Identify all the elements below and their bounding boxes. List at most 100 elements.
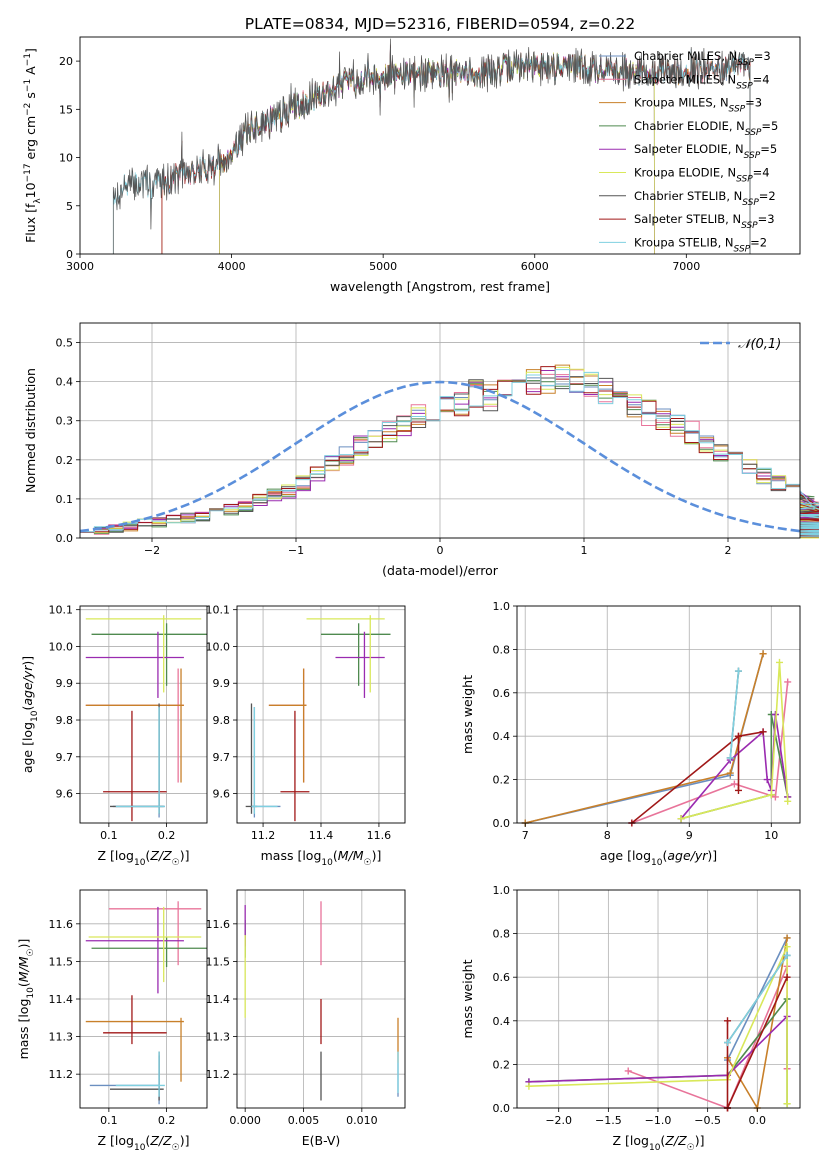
weight-line	[631, 731, 764, 824]
histogram-step	[80, 376, 819, 538]
x-tick-label: 0.2	[158, 1114, 176, 1127]
label-part: =5	[761, 119, 778, 133]
y-tick-label: 0.6	[493, 687, 511, 700]
x-tick-label: 3000	[66, 260, 94, 273]
weight-marker	[775, 658, 783, 666]
label-part: λ	[33, 198, 43, 204]
label-part: )]	[372, 848, 382, 863]
label-part: 10	[30, 710, 40, 722]
label-part: 10	[134, 1143, 146, 1153]
label-part: =2	[750, 235, 767, 249]
x-tick-label: 7000	[672, 260, 700, 273]
y-tick-label: 10.0	[49, 640, 74, 653]
weight-marker	[730, 780, 738, 788]
label-part: =5	[760, 142, 777, 156]
weight-line	[726, 954, 788, 1044]
weight-line	[525, 653, 764, 824]
label-part: 10	[649, 1143, 661, 1153]
weight-marker	[783, 951, 791, 959]
weight-line	[631, 681, 789, 824]
y-tick-label: 9.6	[213, 788, 231, 801]
x-tick-label: 10	[764, 829, 778, 842]
weight-marker	[767, 791, 775, 799]
x-tick-label: −1.5	[595, 1114, 622, 1127]
legend-label: Chabrier STELIB, NSSP=2	[634, 189, 776, 208]
label-part: (	[660, 1133, 665, 1148]
label-part: Chabrier MILES, N	[634, 49, 737, 63]
label-part: )]	[707, 848, 717, 863]
y-tick-label: 0.2	[493, 1058, 511, 1071]
weight-marker	[734, 667, 742, 675]
label-part: SSP	[737, 58, 754, 68]
weight-marker	[784, 678, 792, 686]
label-part: =4	[753, 166, 770, 180]
y-tick-label: 0.0	[493, 1102, 511, 1115]
label-part: SSP	[742, 198, 759, 208]
legend-label: Kroupa MILES, NSSP=3	[634, 96, 762, 115]
label-part: Chabrier ELODIE, N	[634, 119, 745, 133]
label-part: =3	[754, 49, 771, 63]
y-tick-label: 10.1	[206, 604, 231, 617]
label-part: A	[23, 66, 38, 79]
y-axis-label: age [log10(age/yr)]	[20, 656, 40, 773]
label-part: mass weight	[460, 675, 475, 754]
label-part: −1	[23, 79, 33, 92]
weight-marker	[734, 732, 742, 740]
label-part: Z/Z	[664, 1133, 687, 1148]
label-part: )]	[180, 848, 190, 863]
y-tick-label: 9.6	[56, 788, 74, 801]
weight-line	[680, 662, 789, 820]
y-axis-label: mass [log10(M/M☉)]	[16, 939, 36, 1060]
x-tick-label: 4000	[218, 260, 246, 273]
weight-marker	[783, 1100, 791, 1108]
label-part: 10	[134, 858, 146, 868]
y-tick-label: 20	[59, 55, 73, 68]
y-tick-label: 11.5	[206, 955, 231, 968]
y-tick-label: 9.8	[213, 714, 231, 727]
axes-residuals: −2 −1 0 1 2 0.0 0.1 0.2 0.3 0.4 0.5 (data-model)/er…	[23, 322, 819, 578]
x-tick-label: 11.6	[367, 829, 392, 842]
label-part: )]	[180, 1133, 190, 1148]
figure-title: PLATE=0834, MJD=52316, FIBERID=0594, z=0…	[245, 15, 635, 33]
label-part: )]	[695, 1133, 705, 1148]
axes-mass_weight_vs_Z: −2.0 −1.5 −1.0 −0.5 0.0 0.0 0.2 0.4 0.6 0.8 1.0 Z […	[460, 884, 801, 1153]
y-axis-label: Normed distribution	[23, 368, 38, 493]
label-part: erg cm	[23, 116, 38, 164]
weight-marker	[759, 650, 767, 658]
y-tick-label: 10.1	[49, 604, 74, 617]
y-tick-label: 10	[59, 152, 73, 165]
label-part: =4	[753, 72, 770, 86]
label-part: ☉	[172, 1143, 180, 1153]
y-tick-label: 0.2	[56, 454, 74, 467]
label-part: Kroupa ELODIE, N	[634, 166, 736, 180]
y-tick-label: 11.4	[206, 993, 231, 1006]
y-tick-label: 9.9	[213, 677, 231, 690]
weight-marker	[783, 943, 791, 951]
weight-marker	[759, 728, 767, 736]
label-part: SSP	[736, 175, 753, 185]
label-part: Z [log	[98, 848, 134, 863]
x-axis-label: E(B-V)	[302, 1133, 341, 1148]
weight-marker	[677, 815, 685, 823]
label-part: age [log	[600, 848, 651, 863]
histogram-step	[80, 380, 819, 536]
normal-curve	[79, 380, 801, 533]
y-tick-label: 1.0	[493, 600, 511, 613]
x-tick-label: 0.010	[346, 1114, 378, 1127]
y-tick-label: 11.2	[49, 1068, 74, 1081]
weight-marker	[734, 786, 742, 794]
legend-label: Salpeter STELIB, NSSP=3	[634, 212, 775, 231]
weight-line	[729, 671, 740, 758]
label-part: −1	[23, 53, 33, 66]
label-part: Chabrier STELIB, N	[634, 189, 742, 203]
label-part: (	[662, 848, 667, 863]
y-tick-label: 11.6	[206, 918, 231, 931]
label-part: (	[16, 982, 31, 987]
x-tick-label: 11.4	[309, 829, 334, 842]
label-part: ☉	[172, 858, 180, 868]
label-part: −17	[23, 163, 33, 182]
x-axis-label: (data-model)/error	[382, 563, 499, 578]
label-part: =2	[759, 189, 776, 203]
label-part: (	[333, 848, 338, 863]
legend-label: Chabrier MILES, NSSP=3	[634, 49, 771, 68]
